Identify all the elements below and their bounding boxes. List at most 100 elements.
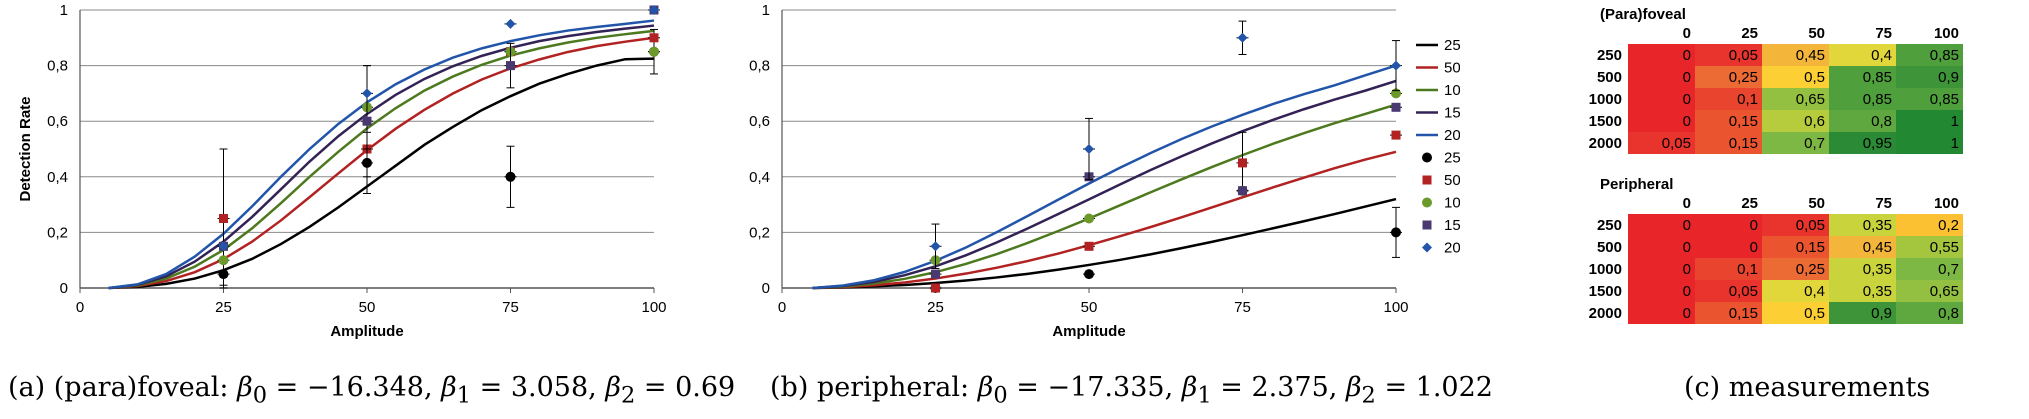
row-header: 1000 [1588,260,1622,278]
heatmap-cell: 0,25 [1762,258,1829,280]
caption-a-b1: 3.058 [510,372,589,403]
heatmap-cell: 0,35 [1829,214,1896,236]
legend-marker-250 [1422,152,1432,163]
chart-panel-parafoveal: 0 0,2 0,4 0,6 0,8 1 0 25 50 75 100 Amplitude Detecti… [0,0,740,419]
caption-b: (b) peripheral: β0 = −17.335, β1 = 2.375… [770,372,1493,409]
data-point-2000 [930,241,941,252]
heatmap-cell: 0,5 [1762,66,1829,88]
model-curve-250 [812,197,1397,290]
data-point-2000 [218,241,229,252]
y-tick-label: 0 [60,280,68,297]
y-tick-label: 0,6 [47,113,68,130]
x-tick-label: 100 [641,299,666,316]
heatmap-cell: 0,4 [1829,44,1896,66]
heatmap-cell: 0,45 [1829,236,1896,258]
data-point-500 [649,33,659,43]
model-curve-2000 [812,64,1397,290]
legend-label: 2000 [1444,240,1460,257]
y-tick-label: 0,8 [749,58,770,75]
heatmap-cell: 0,35 [1829,258,1896,280]
heatmap-cell: 0,7 [1896,258,1963,280]
model-curve-250 [108,57,655,290]
row-header: 250 [1596,46,1622,64]
corner-cell [1560,22,1628,44]
heatmap-cell: 0 [1628,280,1695,302]
heatmap-cell: 1 [1896,132,1963,154]
y-tick-label: 1 [60,2,68,19]
legend-label: 500 [1444,60,1460,77]
heatmap-cell: 0,4 [1762,280,1829,302]
row-header: 2000 [1588,304,1622,322]
y-tick-label: 0,4 [749,169,770,186]
heatmap-cell: 0,15 [1695,302,1762,324]
legend-marker-1000 [1422,197,1432,208]
data-point-500 [1084,241,1094,251]
data-point-1000 [218,255,229,266]
x-tick-label: 0 [76,299,84,316]
heatmap-cell: 0,55 [1896,236,1963,258]
heatmap-cell: 0,05 [1695,280,1762,302]
heatmap-cell: 0 [1695,214,1762,236]
column-header: 0 [1682,194,1691,212]
table-row: 250 0 0,05 0,45 0,4 0,85 [1560,44,1963,66]
legend-label: 1500 [1444,105,1460,122]
legend-label: 1500 [1444,217,1460,234]
data-point-1000 [649,46,659,57]
x-axis-label: Amplitude [330,323,403,340]
column-header: 25 [1741,194,1758,212]
data-point-500 [1391,130,1401,140]
peripheral-heatmap-table: 0 25 50 75 100 250 0 0 0,05 0,35 0,2 500 0 0 0,15 0,45 0… [1560,192,1963,324]
heatmap-cell: 0,85 [1829,66,1896,88]
heatmap-cell: 0 [1628,236,1695,258]
legend-label: 2000 [1444,127,1460,144]
x-tick-label: 50 [1081,299,1098,316]
y-tick-label: 0,2 [47,224,68,241]
heatmap-cell: 0,25 [1695,66,1762,88]
y-axis-label: Detection Rate [17,96,34,201]
table-row: 2000 0 0,15 0,5 0,9 0,8 [1560,302,1963,324]
data-point-1500 [362,116,372,126]
data-point-2000 [1391,60,1401,71]
model-curve-2000 [108,19,655,290]
legend-label: 1000 [1444,82,1460,99]
heatmap-cell: 0,9 [1896,66,1963,88]
data-point-2000 [649,5,659,15]
row-header: 500 [1596,238,1622,256]
column-header: 25 [1741,24,1758,42]
caption-a-b2: 0.69 [675,372,736,403]
heatmap-cell: 0,45 [1762,44,1829,66]
chart-legend: 250 500 1000 1500 2000 250 500 1000 1500 2000 [1416,37,1477,257]
data-point-500 [931,283,940,293]
chart-panel-peripheral: 00,20,40,60,810255075100AmplitudeDetecti… [719,0,1493,419]
heatmap-cell: 0,85 [1896,44,1963,66]
data-point-250 [1391,227,1401,238]
heatmap-cell: 0,8 [1896,302,1963,324]
legend-marker-2000 [1422,242,1432,253]
data-point-1000 [1084,213,1094,224]
data-point-500 [1238,158,1247,168]
heatmap-cell: 0 [1628,88,1695,110]
x-tick-label: 100 [1383,299,1408,316]
parafoveal-table-title: (Para)foveal [1600,6,1686,23]
row-header: 1500 [1588,282,1622,300]
peripheral-table-title: Peripheral [1600,176,1674,193]
caption-a: (a) (para)foveal: β0 = −16.348, β1 = 3.0… [8,372,736,409]
caption-c: (c) measurements [1684,372,1931,403]
parafoveal-heatmap-table: 0 25 50 75 100 250 0 0,05 0,45 0,4 0,85 500 0 0,25 0,5… [1560,22,1963,154]
table-row: 1000 0 0,1 0,65 0,85 0,85 [1560,88,1963,110]
x-tick-label: 25 [215,299,232,316]
heatmap-cell: 0,85 [1829,88,1896,110]
heatmap-cell: 0,05 [1628,132,1695,154]
caption-b-b2: 1.022 [1415,372,1493,403]
data-point-2000 [1237,32,1248,43]
heatmap-cell: 0 [1628,110,1695,132]
chart-parafoveal: 0 0,2 0,4 0,6 0,8 1 0 25 50 75 100 Amplitude Detecti… [17,2,667,340]
y-tick-label: 0,8 [47,58,68,75]
data-point-250 [505,171,516,182]
heatmap-cell: 0,2 [1896,214,1963,236]
y-tick-label: 0,2 [749,224,770,241]
data-point-1500 [931,269,940,279]
x-tick-label: 50 [359,299,376,316]
heatmap-cell: 0,15 [1695,132,1762,154]
model-curve-1000 [812,103,1397,290]
